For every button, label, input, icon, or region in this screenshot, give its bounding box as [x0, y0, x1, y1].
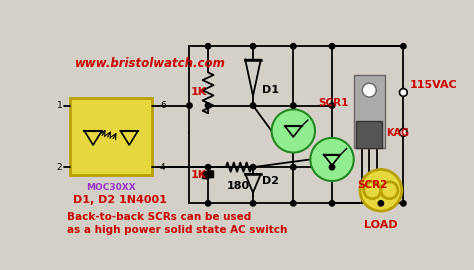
Circle shape [329, 43, 335, 49]
Circle shape [291, 103, 296, 108]
Text: LOAD: LOAD [364, 220, 398, 230]
Text: D1, D2 1N4001: D1, D2 1N4001 [73, 195, 167, 205]
Circle shape [378, 201, 383, 206]
Text: D1: D1 [262, 85, 279, 95]
Circle shape [291, 201, 296, 206]
Circle shape [362, 83, 376, 97]
Circle shape [205, 43, 211, 49]
Circle shape [205, 103, 211, 108]
Circle shape [272, 109, 315, 153]
Circle shape [187, 103, 192, 108]
Circle shape [250, 201, 255, 206]
Text: SCR1: SCR1 [318, 98, 348, 108]
Circle shape [291, 43, 296, 49]
Circle shape [360, 170, 402, 211]
Circle shape [400, 129, 407, 136]
FancyBboxPatch shape [70, 98, 152, 175]
Text: 1K: 1K [191, 87, 207, 97]
Text: D2: D2 [262, 176, 279, 186]
Text: 115VAC: 115VAC [410, 80, 457, 90]
Circle shape [250, 43, 255, 49]
Text: MOC30XX: MOC30XX [86, 183, 136, 191]
Circle shape [291, 164, 296, 170]
Text: 1: 1 [56, 101, 63, 110]
Circle shape [400, 89, 407, 96]
Circle shape [250, 164, 255, 170]
Text: www.bristolwatch.com: www.bristolwatch.com [75, 57, 226, 70]
FancyBboxPatch shape [356, 121, 383, 148]
Text: KAG: KAG [386, 127, 410, 137]
Text: SCR2: SCR2 [357, 180, 387, 190]
Circle shape [401, 201, 406, 206]
Circle shape [329, 164, 335, 170]
Circle shape [401, 43, 406, 49]
Text: 180: 180 [227, 181, 250, 191]
Circle shape [329, 201, 335, 206]
Text: 1K: 1K [191, 170, 207, 180]
Text: as a high power solid state AC switch: as a high power solid state AC switch [67, 225, 287, 235]
Text: 2: 2 [57, 163, 63, 172]
Circle shape [250, 103, 255, 108]
Circle shape [329, 103, 335, 108]
Circle shape [310, 138, 354, 181]
Circle shape [205, 201, 211, 206]
Text: 6: 6 [160, 101, 166, 110]
Text: Back-to-back SCRs can be used: Back-to-back SCRs can be used [67, 212, 251, 222]
FancyBboxPatch shape [354, 75, 385, 148]
Circle shape [205, 164, 211, 170]
Text: 4: 4 [160, 163, 165, 172]
